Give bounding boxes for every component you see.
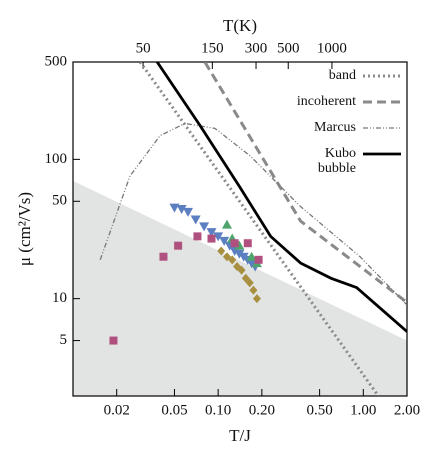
marker xyxy=(109,336,118,345)
x2-tick-label: 1000 xyxy=(317,40,347,56)
marker xyxy=(237,265,246,275)
marker xyxy=(176,205,187,215)
marker xyxy=(159,252,168,261)
marker xyxy=(254,255,263,264)
marker xyxy=(228,255,237,265)
marker xyxy=(183,207,194,217)
marker xyxy=(230,239,239,248)
x2-tick-label: 300 xyxy=(245,40,268,56)
x-tick-label: 0.20 xyxy=(249,402,275,418)
line-series xyxy=(99,122,407,306)
marker xyxy=(193,232,202,241)
line-series xyxy=(203,62,407,304)
marker xyxy=(219,236,230,246)
marker xyxy=(213,232,224,242)
marker xyxy=(245,278,254,288)
marker xyxy=(190,215,201,225)
marker xyxy=(217,246,226,256)
x-tick-label: 0.02 xyxy=(104,402,130,418)
marker xyxy=(169,203,180,213)
legend-label: Marcus xyxy=(314,120,356,135)
y-tick-label: 100 xyxy=(45,151,68,167)
legend-label: incoherent xyxy=(296,94,356,109)
plot-layer xyxy=(73,180,407,396)
marker xyxy=(206,228,217,238)
line-series xyxy=(138,62,380,396)
marker xyxy=(234,240,245,250)
marker xyxy=(207,234,216,243)
x2-tick-label: 150 xyxy=(201,40,224,56)
marker xyxy=(249,285,258,295)
legend-label: Kubo bubble xyxy=(317,146,356,176)
x-tick-label: 2.00 xyxy=(394,402,420,418)
marker xyxy=(246,251,257,261)
y-tick-label: 5 xyxy=(60,332,68,348)
x-label: T/J xyxy=(229,426,251,445)
marker xyxy=(199,222,210,232)
marker xyxy=(174,241,183,250)
marker xyxy=(221,219,232,229)
y-tick-label: 50 xyxy=(52,193,67,209)
x2-tick-label: 50 xyxy=(136,40,151,56)
legend-label: band xyxy=(328,68,356,83)
x2-tick-label: 500 xyxy=(277,40,300,56)
shaded-region xyxy=(73,180,407,396)
marker xyxy=(252,294,261,304)
y-tick-label: 500 xyxy=(45,53,68,69)
y-label: μ (cm²/Vs) xyxy=(15,192,34,266)
marker xyxy=(222,252,231,262)
marker xyxy=(234,249,245,259)
plot-frame xyxy=(72,61,408,397)
y-tick-label: 10 xyxy=(52,290,67,306)
x-tick-label: 0.50 xyxy=(306,402,332,418)
x2-label: T(K) xyxy=(223,16,257,35)
x-tick-label: 1.00 xyxy=(350,402,376,418)
x-tick-label: 0.10 xyxy=(205,402,231,418)
x-tick-label: 0.05 xyxy=(161,402,187,418)
marker xyxy=(243,239,252,248)
line-series xyxy=(155,62,407,333)
